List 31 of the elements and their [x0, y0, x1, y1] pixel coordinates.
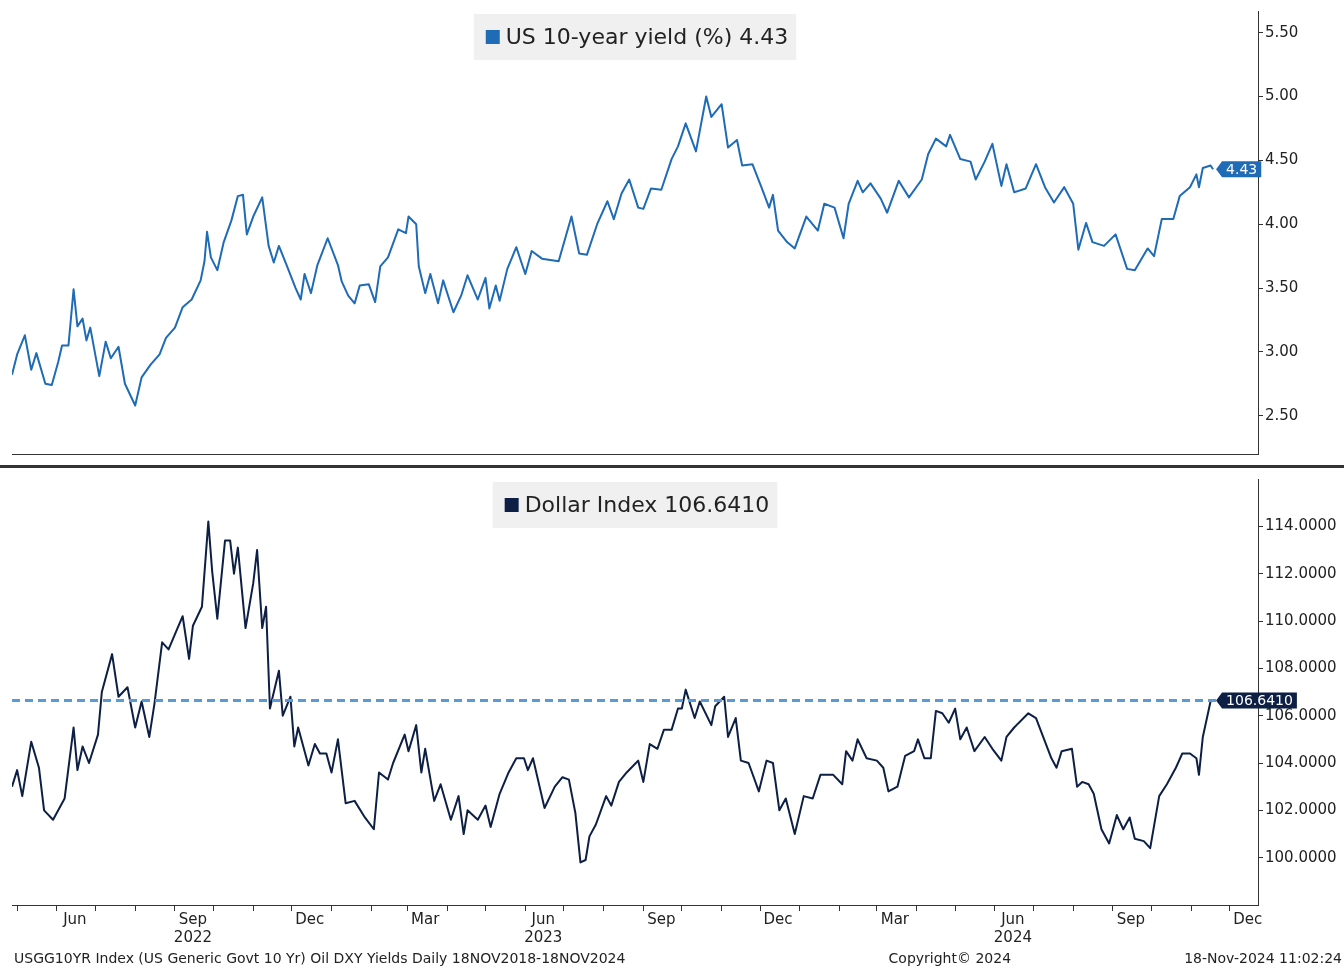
legend-label: Dollar Index 106.6410: [524, 491, 770, 517]
y-tick-label: 4.00: [1265, 214, 1299, 233]
x-tick-label: Mar: [880, 909, 910, 928]
x-tick-label: Mar: [411, 909, 441, 928]
y-tick-label: 108.0000: [1265, 658, 1337, 677]
x-tick-label: Sep 2022: [173, 909, 213, 946]
y-tick-label: 5.50: [1265, 22, 1299, 41]
y-tick-label: 2.50: [1265, 405, 1299, 424]
x-tick-label: Dec: [295, 909, 325, 928]
x-tick-label: Sep: [647, 909, 676, 928]
text: Copyright© 2024: [888, 950, 1012, 966]
text: 18-Nov-2024 11:02:24: [1184, 950, 1342, 966]
y-tick-label: 112.0000: [1265, 563, 1337, 582]
y-tick-label: 5.00: [1265, 86, 1299, 105]
y-tick-label: 114.0000: [1265, 516, 1337, 535]
x-tick-label: Sep: [1116, 909, 1146, 928]
y-tick-label: 110.0000: [1265, 610, 1337, 629]
y-tick-label: 3.00: [1265, 341, 1299, 360]
y-tick-label: 104.0000: [1265, 752, 1337, 771]
x-tick-label: Dec: [1233, 909, 1263, 928]
x-tick-label: Jun: [62, 909, 87, 928]
x-tick-label: Jun 2024: [993, 909, 1032, 946]
y-tick-label: 3.50: [1265, 277, 1299, 296]
y-tick-label: 100.0000: [1265, 847, 1337, 866]
legend-label: US 10-year yield (%) 4.43: [505, 23, 789, 49]
annotation: 4.43: [1226, 160, 1258, 177]
x-tick-label: Jun 2023: [524, 909, 563, 946]
y-tick-label: 4.50: [1265, 150, 1299, 169]
y-tick-label: 102.0000: [1265, 800, 1337, 819]
x-tick-label: Dec: [763, 909, 793, 928]
text: USGG10YR Index (US Generic Govt 10 Yr) Oil DXY Yields Daily 18NOV2018-18NOV2024: [14, 950, 626, 966]
